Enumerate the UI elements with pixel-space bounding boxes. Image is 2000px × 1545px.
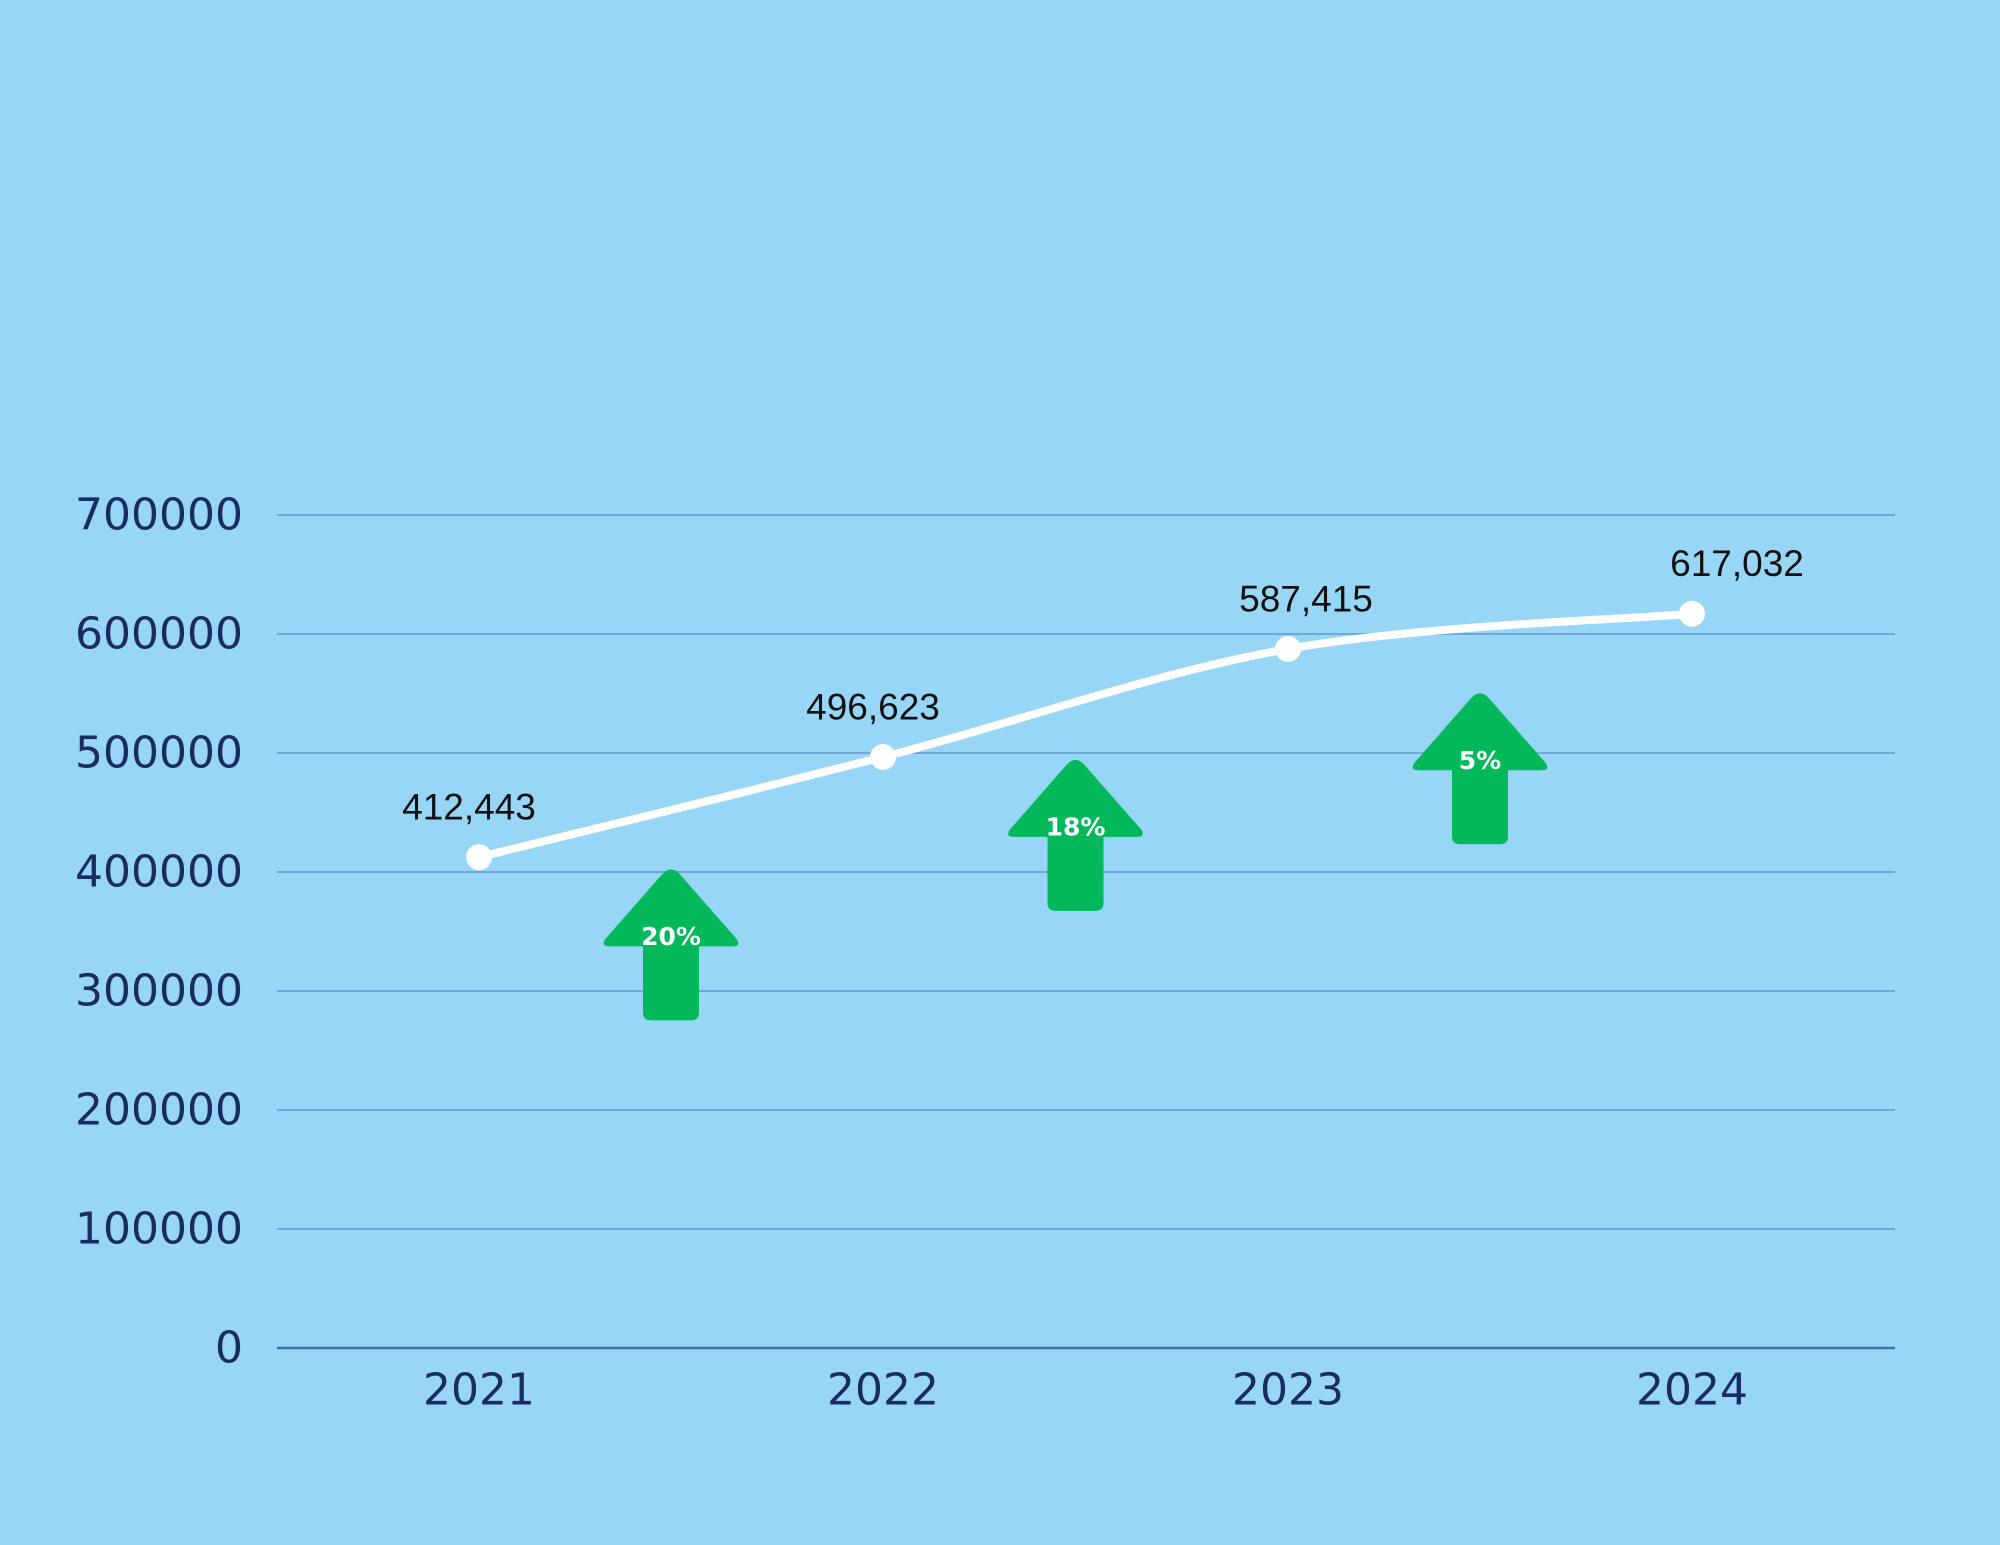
data-point bbox=[1275, 635, 1301, 662]
up-arrow-icon bbox=[1008, 759, 1143, 911]
up-arrow-icon bbox=[603, 869, 739, 1021]
growth-arrow: 18% bbox=[1008, 759, 1143, 911]
data-label: 587,415 bbox=[1239, 578, 1373, 619]
y-tick-label: 600000 bbox=[75, 609, 243, 660]
data-point bbox=[870, 744, 896, 771]
data-point bbox=[466, 844, 492, 871]
y-tick-label: 300000 bbox=[75, 966, 243, 1017]
data-point bbox=[1679, 600, 1705, 627]
x-tick-label: 2022 bbox=[827, 1365, 939, 1416]
y-tick-label: 200000 bbox=[75, 1085, 243, 1136]
data-labels: 412,443 496,623 587,415 617,032 bbox=[402, 543, 1804, 827]
data-label: 412,443 bbox=[402, 787, 536, 828]
y-tick-label: 400000 bbox=[75, 847, 243, 898]
y-tick-label: 0 bbox=[215, 1323, 243, 1374]
y-tick-label: 700000 bbox=[75, 490, 243, 541]
growth-percent-label: 5% bbox=[1459, 746, 1501, 775]
gridlines bbox=[277, 514, 1895, 1350]
growth-arrows: 20% 18% 5% bbox=[603, 693, 1548, 1021]
data-points bbox=[466, 600, 1705, 871]
series-line bbox=[475, 609, 1696, 862]
x-axis-ticks: 2021 2022 2023 2024 bbox=[423, 1365, 1748, 1416]
growth-percent-label: 18% bbox=[1046, 812, 1106, 841]
y-tick-label: 100000 bbox=[75, 1204, 243, 1255]
growth-arrow: 5% bbox=[1412, 693, 1548, 845]
y-tick-label: 500000 bbox=[75, 728, 243, 779]
y-axis-ticks: 0 100000 200000 300000 400000 500000 600000 700… bbox=[75, 490, 243, 1374]
growth-arrow: 20% bbox=[603, 869, 739, 1021]
data-label: 617,032 bbox=[1670, 543, 1804, 584]
growth-percent-label: 20% bbox=[641, 922, 701, 951]
up-arrow-icon bbox=[1412, 693, 1548, 845]
data-label: 496,623 bbox=[806, 687, 940, 728]
x-tick-label: 2021 bbox=[423, 1365, 535, 1416]
x-tick-label: 2024 bbox=[1636, 1365, 1748, 1416]
x-tick-label: 2023 bbox=[1232, 1365, 1344, 1416]
series-line-layer bbox=[475, 609, 1696, 862]
